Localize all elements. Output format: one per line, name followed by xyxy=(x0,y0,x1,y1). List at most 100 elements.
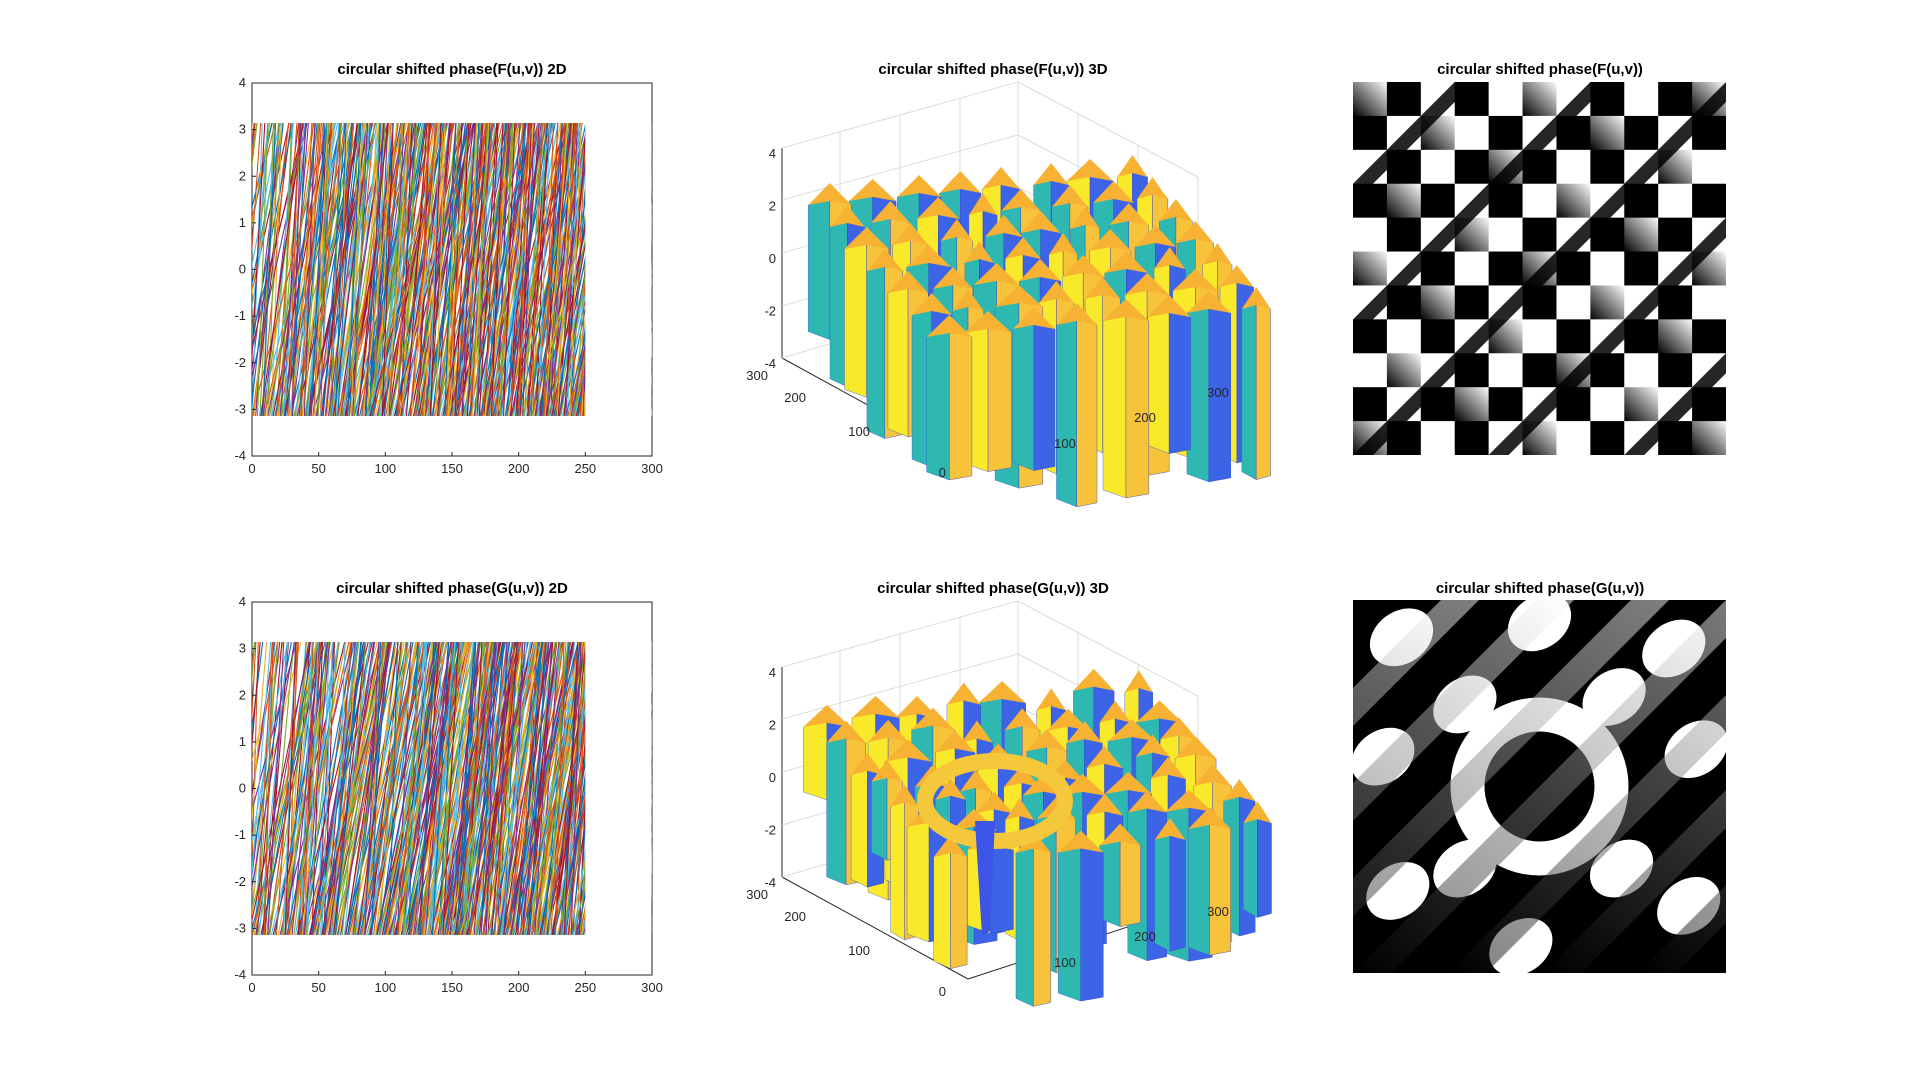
f-2d-mask xyxy=(585,83,652,456)
g-2d-series-line xyxy=(202,642,237,935)
g-2d-x-tick-label: 0 xyxy=(248,980,255,995)
g-3d-x-tick-label: 300 xyxy=(1207,904,1229,919)
f-2d-y-tick-label: -1 xyxy=(234,308,246,323)
panel-f-image-title: circular shifted phase(F(u,v)) xyxy=(1437,61,1643,78)
f-3d-x-tick-label: 300 xyxy=(1207,385,1229,400)
f-image-cell xyxy=(1692,319,1726,354)
f-3d-surface-peak xyxy=(1102,299,1149,321)
panel-f-image-pixels xyxy=(1353,82,1726,455)
f-image-cell xyxy=(1522,319,1557,354)
g-3d-surface-peak xyxy=(1073,668,1115,691)
f-3d-surface-peak xyxy=(808,183,852,205)
panel-g-image-pixels xyxy=(1353,600,1726,973)
g-3d-surface-peak xyxy=(1165,789,1213,812)
g-3d-surface-peak xyxy=(1046,708,1090,731)
g-2d-x-tick-label: 100 xyxy=(374,980,396,995)
f-3d-surface-peak xyxy=(1137,177,1168,199)
f-image-cell xyxy=(1692,285,1726,320)
panel-g-3d-title: circular shifted phase(G(u,v)) 3D xyxy=(877,580,1109,597)
f-3d-surface-facet xyxy=(887,284,909,438)
f-3d-z-tick-label: -2 xyxy=(764,304,776,319)
f-image-cell xyxy=(1624,217,1659,253)
g-3d-y-tick-label: 0 xyxy=(939,984,946,999)
g-3d-z-tick-label: -4 xyxy=(764,875,776,890)
g-3d-surface-facet xyxy=(1154,831,1171,952)
f-3d-surface-peak xyxy=(870,201,910,223)
f-image-cell xyxy=(1353,82,1388,117)
g-3d-surface-peak xyxy=(1127,790,1167,813)
g-3d-surface-facet xyxy=(1209,820,1231,956)
f-3d-surface-peak xyxy=(1109,203,1149,225)
g-3d-surface-peak xyxy=(1243,801,1272,824)
g-3d-surface-facet xyxy=(1033,844,1052,1007)
f-2d-x-tick-label: 250 xyxy=(574,461,596,476)
f-3d-surface-peak xyxy=(1104,251,1148,273)
f-2d-y-tick-label: 3 xyxy=(239,122,246,137)
f-image-diagonal-band xyxy=(1353,82,1611,340)
f-image-cell xyxy=(1488,82,1524,117)
panel-f-2d-title: circular shifted phase(F(u,v)) 2D xyxy=(337,61,566,78)
g-3d-surface-peak xyxy=(1223,779,1256,802)
g-3d-surface-peak xyxy=(1026,729,1067,752)
f-image-cell xyxy=(1692,149,1726,185)
f-2d-series-line xyxy=(633,275,652,417)
g-image-diagonal-band xyxy=(1353,600,1574,821)
f-2d-x-tick-label: 100 xyxy=(374,461,396,476)
g-3d-surface-peak xyxy=(1099,700,1131,723)
f-3d-surface-peak xyxy=(985,215,1023,237)
g-3d-surface-facet xyxy=(1257,814,1272,918)
f-3d-surface-peak xyxy=(995,285,1043,307)
f-3d-z-tick-label: 4 xyxy=(769,146,776,161)
f-image-cell xyxy=(1522,353,1557,388)
f-3d-surface-peak xyxy=(1085,277,1121,299)
g-2d-x-tick-label: 200 xyxy=(508,980,530,995)
f-2d-y-tick-label: 2 xyxy=(239,168,246,183)
g-3d-surface-peak xyxy=(1108,719,1156,742)
panel-g-image: circular shifted phase(G(u,v)) xyxy=(1353,580,1726,973)
g-3d-surface-spike xyxy=(975,821,995,936)
f-3d-surface-peak xyxy=(1220,265,1254,287)
panel-g-image-title: circular shifted phase(G(u,v)) xyxy=(1436,580,1644,597)
f-image-cell xyxy=(1658,217,1693,253)
f-3d-surface-peak xyxy=(844,227,889,249)
f-3d-surface-peak xyxy=(1005,237,1041,259)
g-2d-x-tick-label: 50 xyxy=(311,980,325,995)
g-3d-surface-peak xyxy=(1136,700,1183,723)
f-3d-surface-facet xyxy=(808,196,831,340)
f-3d-surface-peak xyxy=(887,271,929,293)
f-3d-y-tick-label: 0 xyxy=(939,465,946,480)
g-3d-surface-facet xyxy=(871,773,888,861)
g-3d-surface-facet xyxy=(933,848,951,970)
f-image-cell xyxy=(1590,149,1625,185)
g-image-diagonal-band xyxy=(1543,790,1726,973)
g-image-diagonal-band xyxy=(1638,885,1726,973)
f-image-cell xyxy=(1488,353,1524,388)
f-image-cell xyxy=(1590,387,1625,422)
f-3d-surface-peak xyxy=(940,219,973,241)
f-2d-y-tick-label: -2 xyxy=(234,355,246,370)
g-2d-y-tick-label: -1 xyxy=(234,827,246,842)
g-3d-y-tick-label: 300 xyxy=(746,887,768,902)
f-image-cell xyxy=(1420,285,1456,320)
g-2d-y-tick-label: 1 xyxy=(239,734,246,749)
f-3d-surface-facet xyxy=(1241,300,1257,481)
f-3d-surface-facet xyxy=(1125,312,1150,499)
f-2d-series-line xyxy=(381,122,431,417)
f-3d-x-tick-label: 100 xyxy=(1054,436,1076,451)
panel-g-3d: circular shifted phase(G(u,v)) 3D 4 2 0 -2 -… xyxy=(746,580,1272,1007)
f-image-cell xyxy=(1420,319,1456,354)
f-3d-surface-peak xyxy=(1241,287,1271,309)
f-image-cell xyxy=(1556,149,1591,185)
g-3d-surface-ring xyxy=(917,753,1073,849)
g-2d-mask xyxy=(585,602,652,975)
f-3d-surface-peak xyxy=(1117,155,1148,177)
g-3d-surface-peak xyxy=(1004,708,1041,731)
panel-f-3d-surface xyxy=(808,155,1271,508)
f-3d-surface-peak xyxy=(1134,225,1176,247)
f-image-cell xyxy=(1624,251,1659,286)
g-3d-surface-peak xyxy=(935,730,975,753)
f-image-cell xyxy=(1590,421,1625,455)
g-2d-mask xyxy=(252,934,652,975)
f-image-cell xyxy=(1556,183,1591,219)
g-image-diagonal-band xyxy=(1448,695,1726,973)
